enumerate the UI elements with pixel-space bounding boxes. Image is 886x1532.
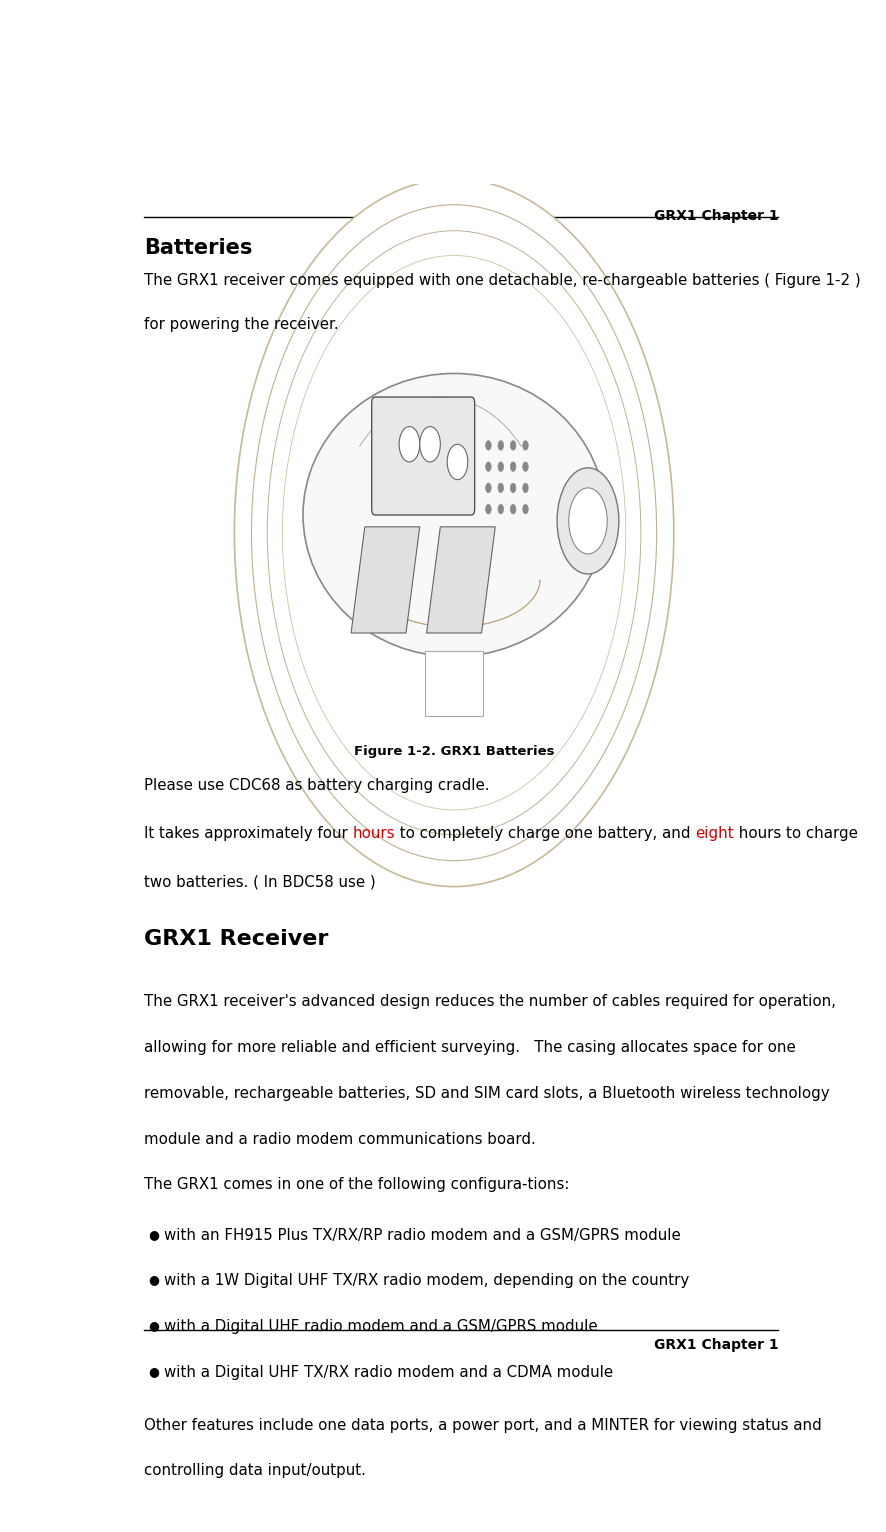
Circle shape [510,483,516,493]
Text: with a 1W Digital UHF TX/RX radio modem, depending on the country: with a 1W Digital UHF TX/RX radio modem,… [164,1273,689,1288]
Text: module and a radio modem communications board.: module and a radio modem communications … [144,1132,535,1146]
Circle shape [523,441,528,450]
Text: ●: ● [148,1227,159,1241]
Circle shape [498,463,503,472]
Text: hours to charge: hours to charge [734,826,858,841]
Circle shape [486,483,491,493]
Text: GRX1 Chapter 1: GRX1 Chapter 1 [654,210,778,224]
Text: ●: ● [148,1365,159,1379]
Circle shape [399,426,420,463]
Text: for powering the receiver.: for powering the receiver. [144,317,338,332]
Text: ●: ● [148,1273,159,1287]
Ellipse shape [283,256,626,810]
Text: GRX1 Receiver: GRX1 Receiver [144,928,328,948]
Text: ●: ● [148,1319,159,1333]
Polygon shape [426,527,495,633]
Circle shape [498,504,503,513]
Text: to completely charge one battery, and: to completely charge one battery, and [394,826,695,841]
Polygon shape [351,527,420,633]
Text: two batteries. ( In BDC58 use ): two batteries. ( In BDC58 use ) [144,875,376,889]
Circle shape [523,504,528,513]
Ellipse shape [303,374,605,657]
Circle shape [486,441,491,450]
Circle shape [523,483,528,493]
Text: It takes approximately four: It takes approximately four [144,826,353,841]
Circle shape [447,444,468,480]
Text: GRX1 Chapter 1: GRX1 Chapter 1 [654,1337,778,1351]
Circle shape [486,463,491,472]
FancyBboxPatch shape [425,651,483,715]
Circle shape [420,426,440,463]
Circle shape [486,504,491,513]
Text: with an FH915 Plus TX/RX/RP radio modem and a GSM/GPRS module: with an FH915 Plus TX/RX/RP radio modem … [164,1227,681,1242]
Text: controlling data input/output.: controlling data input/output. [144,1463,366,1478]
Ellipse shape [268,231,641,835]
Text: Figure 1-2. GRX1 Batteries: Figure 1-2. GRX1 Batteries [354,745,555,758]
Circle shape [498,441,503,450]
Circle shape [523,463,528,472]
Text: The GRX1 comes in one of the following configura-tions:: The GRX1 comes in one of the following c… [144,1178,569,1192]
Circle shape [569,487,607,555]
Text: hours: hours [353,826,394,841]
Circle shape [510,504,516,513]
Circle shape [557,467,618,574]
Ellipse shape [252,205,657,861]
Circle shape [510,463,516,472]
Text: with a Digital UHF radio modem and a GSM/GPRS module: with a Digital UHF radio modem and a GSM… [164,1319,598,1334]
Text: Other features include one data ports, a power port, and a MINTER for viewing st: Other features include one data ports, a… [144,1417,821,1432]
Circle shape [498,483,503,493]
Text: The GRX1 receiver comes equipped with one detachable, re-chargeable batteries ( : The GRX1 receiver comes equipped with on… [144,274,860,288]
Text: eight: eight [695,826,734,841]
Text: Batteries: Batteries [144,237,253,257]
Text: removable, rechargeable batteries, SD and SIM card slots, a Bluetooth wireless t: removable, rechargeable batteries, SD an… [144,1086,829,1102]
Text: with a Digital UHF TX/RX radio modem and a CDMA module: with a Digital UHF TX/RX radio modem and… [164,1365,613,1380]
Text: Please use CDC68 as battery charging cradle.: Please use CDC68 as battery charging cra… [144,778,489,794]
Text: The GRX1 receiver's advanced design reduces the number of cables required for op: The GRX1 receiver's advanced design redu… [144,994,835,1010]
FancyBboxPatch shape [372,397,475,515]
Circle shape [510,441,516,450]
Ellipse shape [234,179,673,887]
Text: allowing for more reliable and efficient surveying.   The casing allocates space: allowing for more reliable and efficient… [144,1040,796,1056]
